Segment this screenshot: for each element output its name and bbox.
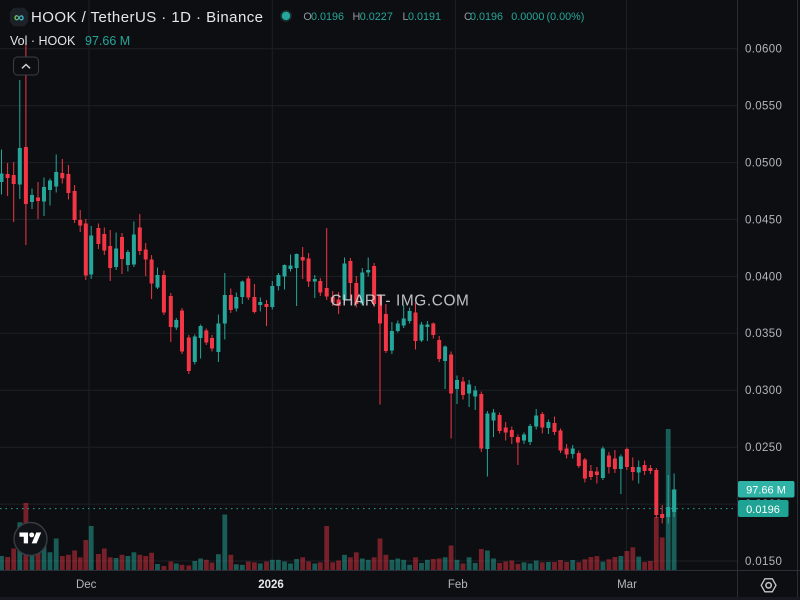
- svg-text:L: L: [403, 11, 409, 23]
- svg-text:0.0196: 0.0196: [746, 504, 780, 516]
- svg-text:97.66 M: 97.66 M: [746, 485, 786, 497]
- svg-text:Mar: Mar: [617, 579, 637, 591]
- svg-text:(0.00%): (0.00%): [547, 11, 585, 23]
- svg-text:97.66 M: 97.66 M: [85, 34, 130, 48]
- svg-text:0.0250: 0.0250: [745, 442, 782, 454]
- svg-text:0.0227: 0.0227: [360, 11, 393, 23]
- svg-text:0.0000: 0.0000: [511, 11, 544, 23]
- svg-text:Dec: Dec: [76, 579, 97, 591]
- svg-text:∞: ∞: [14, 10, 24, 26]
- svg-text:0.0150: 0.0150: [745, 556, 782, 568]
- svg-text:Vol · HOOK: Vol · HOOK: [10, 34, 76, 48]
- svg-text:0.0350: 0.0350: [745, 328, 782, 340]
- svg-text:0.0191: 0.0191: [408, 11, 441, 23]
- svg-text:H: H: [353, 11, 361, 23]
- svg-text:Feb: Feb: [448, 579, 468, 591]
- svg-text:0.0450: 0.0450: [745, 214, 782, 226]
- svg-text:C: C: [464, 11, 472, 23]
- svg-text:0.0400: 0.0400: [745, 271, 782, 283]
- svg-text:0.0550: 0.0550: [745, 101, 782, 113]
- svg-text:0.0196: 0.0196: [470, 11, 503, 23]
- svg-text:CHART- IMG.COM: CHART- IMG.COM: [331, 292, 470, 309]
- svg-text:2026: 2026: [258, 579, 284, 591]
- svg-text:0.0500: 0.0500: [745, 158, 782, 170]
- svg-text:HOOK / TetherUS · 1D · Binance: HOOK / TetherUS · 1D · Binance: [31, 9, 263, 26]
- svg-text:0.0196: 0.0196: [311, 11, 344, 23]
- svg-text:O: O: [303, 11, 311, 23]
- svg-text:0.0600: 0.0600: [745, 44, 782, 56]
- svg-text:0.0300: 0.0300: [745, 385, 782, 397]
